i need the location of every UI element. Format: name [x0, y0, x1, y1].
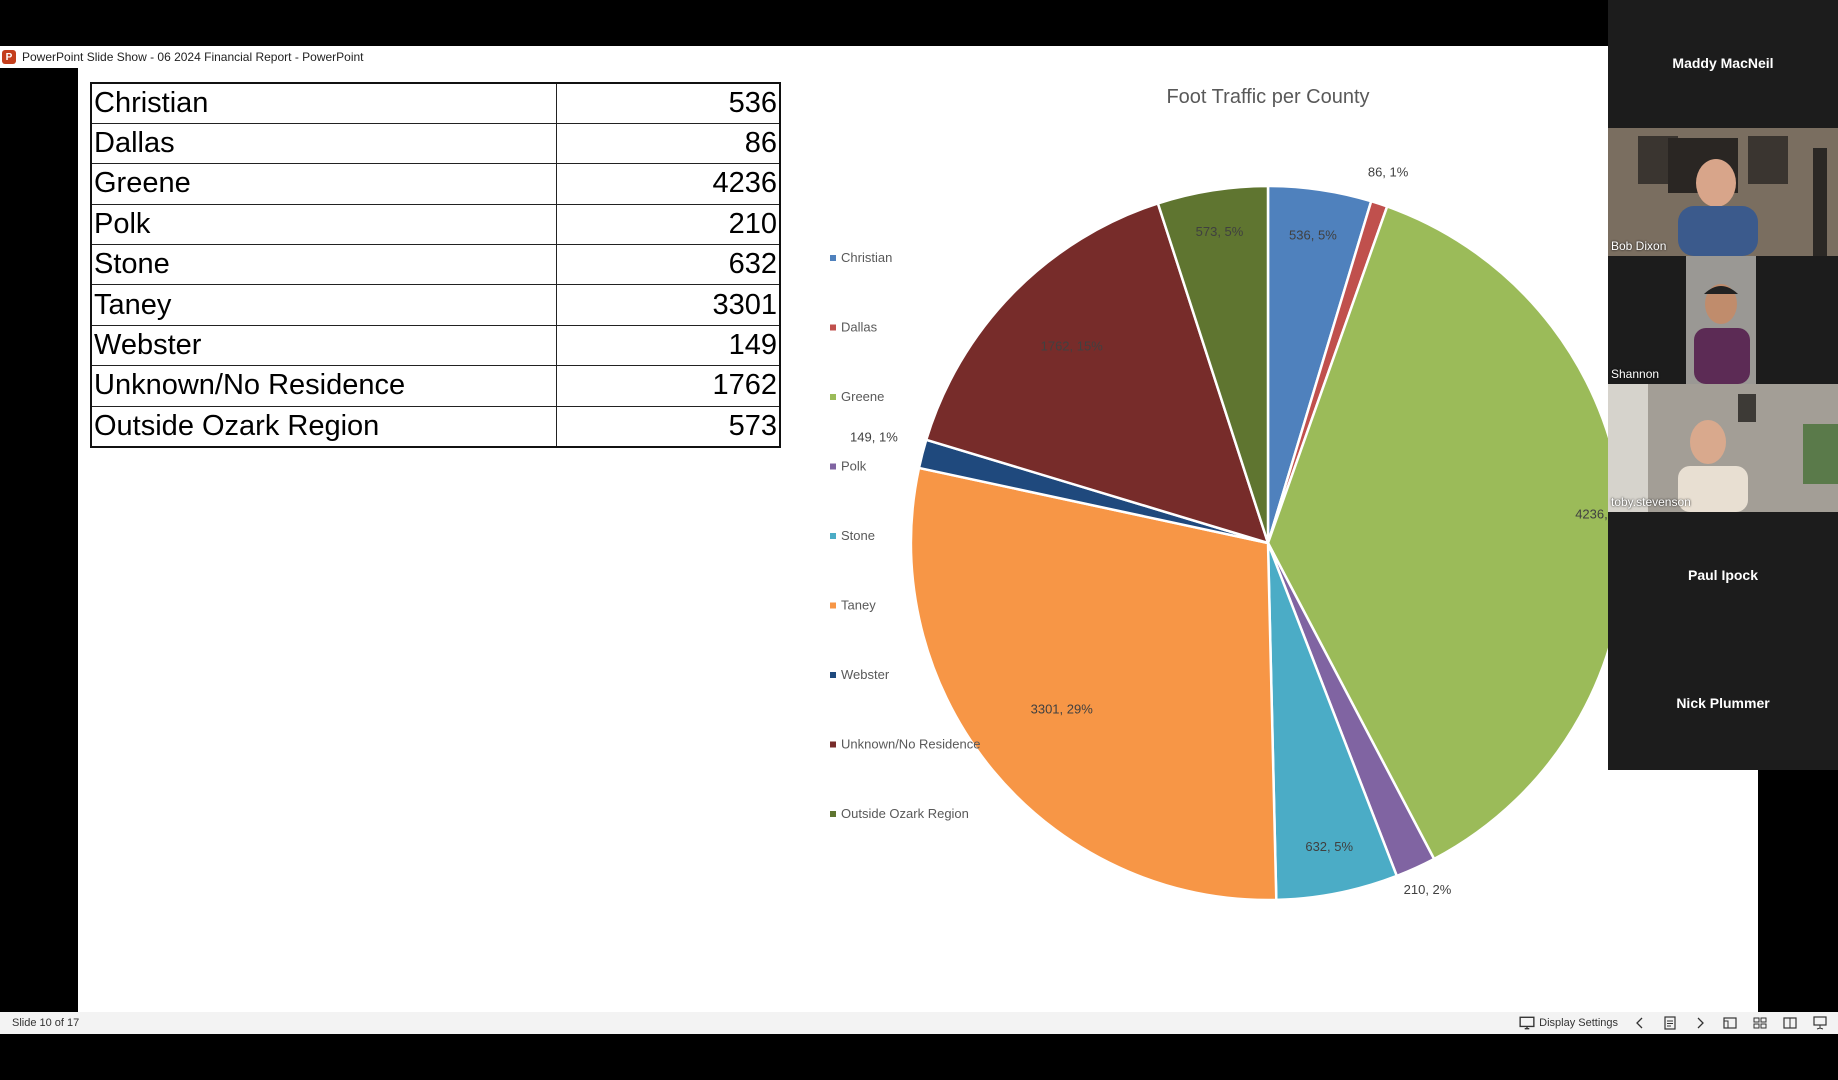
table-row: Unknown/No Residence 1762	[90, 365, 781, 407]
legend-swatch	[830, 324, 836, 331]
legend-entry: Dallas	[841, 320, 878, 335]
legend-entry: Taney	[841, 598, 876, 613]
pie-data-label: 3301, 29%	[1031, 702, 1094, 717]
county-value-cell: 536	[555, 82, 781, 124]
video-feed	[1686, 256, 1756, 384]
window-title: PowerPoint Slide Show - 06 2024 Financia…	[22, 50, 364, 64]
pie-slice-unknown-no-residence	[924, 201, 1270, 545]
legend-entry: Greene	[841, 389, 884, 404]
pie-data-label: 1762, 15%	[1041, 339, 1104, 354]
county-name-cell: Greene	[90, 163, 557, 205]
chevron-right-icon[interactable]	[1692, 1015, 1708, 1031]
slide: Christian 536 Dallas 86 Greene 4236 Polk 210 Sto…	[78, 68, 1758, 1012]
participant-name: toby.stevenson	[1611, 495, 1691, 509]
normal-view-icon[interactable]	[1722, 1015, 1738, 1031]
participant-name: Nick Plummer	[1676, 695, 1770, 711]
legend-swatch	[830, 394, 836, 400]
status-bar: Slide 10 of 17 Display Settings	[0, 1012, 1838, 1034]
pie-data-label: 149, 1%	[850, 429, 898, 444]
pie-slice-outside-ozark-region	[1156, 184, 1270, 544]
notes-icon[interactable]	[1662, 1015, 1678, 1031]
legend-swatch	[830, 255, 836, 261]
video-feed	[1608, 128, 1838, 256]
pie-data-label: 536, 5%	[1289, 227, 1337, 242]
county-name-cell: Dallas	[90, 122, 557, 165]
video-feed	[1608, 384, 1838, 512]
participant-video[interactable]: Shannon	[1608, 256, 1838, 384]
county-name-cell: Taney	[90, 284, 557, 326]
participant-name: Paul Ipock	[1687, 567, 1759, 583]
legend-swatch	[830, 811, 836, 817]
legend-entry: Polk	[841, 459, 867, 474]
window-title-bar: P PowerPoint Slide Show - 06 2024 Financ…	[0, 46, 1608, 68]
data-table: Christian 536 Dallas 86 Greene 4236 Polk 210 Sto…	[90, 82, 781, 448]
participant-tile[interactable]: Nick Plummer	[1608, 640, 1838, 768]
county-name-cell: Stone	[90, 244, 557, 286]
legend-swatch	[830, 672, 836, 678]
table-row: Dallas 86	[90, 122, 781, 165]
chart-title: Foot Traffic per County	[1166, 86, 1369, 108]
chevron-left-icon[interactable]	[1632, 1015, 1648, 1031]
county-name-cell: Webster	[90, 324, 557, 367]
legend-swatch	[830, 533, 836, 539]
display-settings-button[interactable]: Display Settings	[1519, 1015, 1618, 1031]
participant-video[interactable]: Bob Dixon	[1608, 128, 1838, 256]
slide-counter: Slide 10 of 17	[12, 1017, 80, 1029]
participant-name: Shannon	[1611, 367, 1660, 381]
participant-tile[interactable]: Paul Ipock	[1608, 512, 1838, 640]
participant-tile[interactable]: Maddy MacNeil	[1608, 0, 1838, 128]
legend-entry: Stone	[841, 528, 875, 543]
participants-panel: Maddy MacNeil Bob Dixon Shannon	[1608, 0, 1838, 770]
slide-sorter-icon[interactable]	[1752, 1015, 1768, 1031]
participant-video[interactable]: toby.stevenson	[1608, 384, 1838, 512]
slideshow-icon[interactable]	[1812, 1015, 1828, 1031]
display-settings-label: Display Settings	[1539, 1017, 1618, 1029]
table-row: Taney 3301	[90, 284, 781, 326]
legend-swatch	[830, 463, 836, 470]
legend-entry: Outside Ozark Region	[841, 806, 969, 821]
table-row: Christian 536	[90, 82, 781, 124]
pie-slice-taney	[909, 466, 1278, 902]
pie-data-label: 632, 5%	[1305, 839, 1353, 854]
legend-entry: Christian	[841, 250, 892, 265]
pie-chart: Foot Traffic per County 536, 5%86, 1%423…	[830, 86, 1638, 902]
pie-data-label: 86, 1%	[1368, 165, 1409, 180]
reading-view-icon[interactable]	[1782, 1015, 1798, 1031]
participant-name: Bob Dixon	[1611, 239, 1667, 253]
county-value-cell: 86	[555, 122, 781, 165]
powerpoint-icon: P	[2, 50, 16, 64]
table-row: Outside Ozark Region 573	[90, 405, 781, 448]
county-value-cell: 573	[555, 405, 781, 448]
legend-entry: Webster	[841, 667, 890, 682]
table-row: Webster 149	[90, 324, 781, 367]
legend-entry: Unknown/No Residence	[841, 737, 980, 752]
pie-data-label: 210, 2%	[1404, 882, 1452, 897]
legend-swatch	[830, 602, 836, 609]
pie-data-label: 573, 5%	[1196, 224, 1244, 239]
county-name-cell: Polk	[90, 203, 557, 246]
county-value-cell: 3301	[555, 284, 781, 326]
county-name-cell: Unknown/No Residence	[90, 365, 557, 407]
monitor-icon	[1519, 1016, 1535, 1030]
legend-swatch	[830, 741, 836, 748]
participant-name: Maddy MacNeil	[1672, 55, 1774, 71]
table-row: Polk 210	[90, 203, 781, 246]
